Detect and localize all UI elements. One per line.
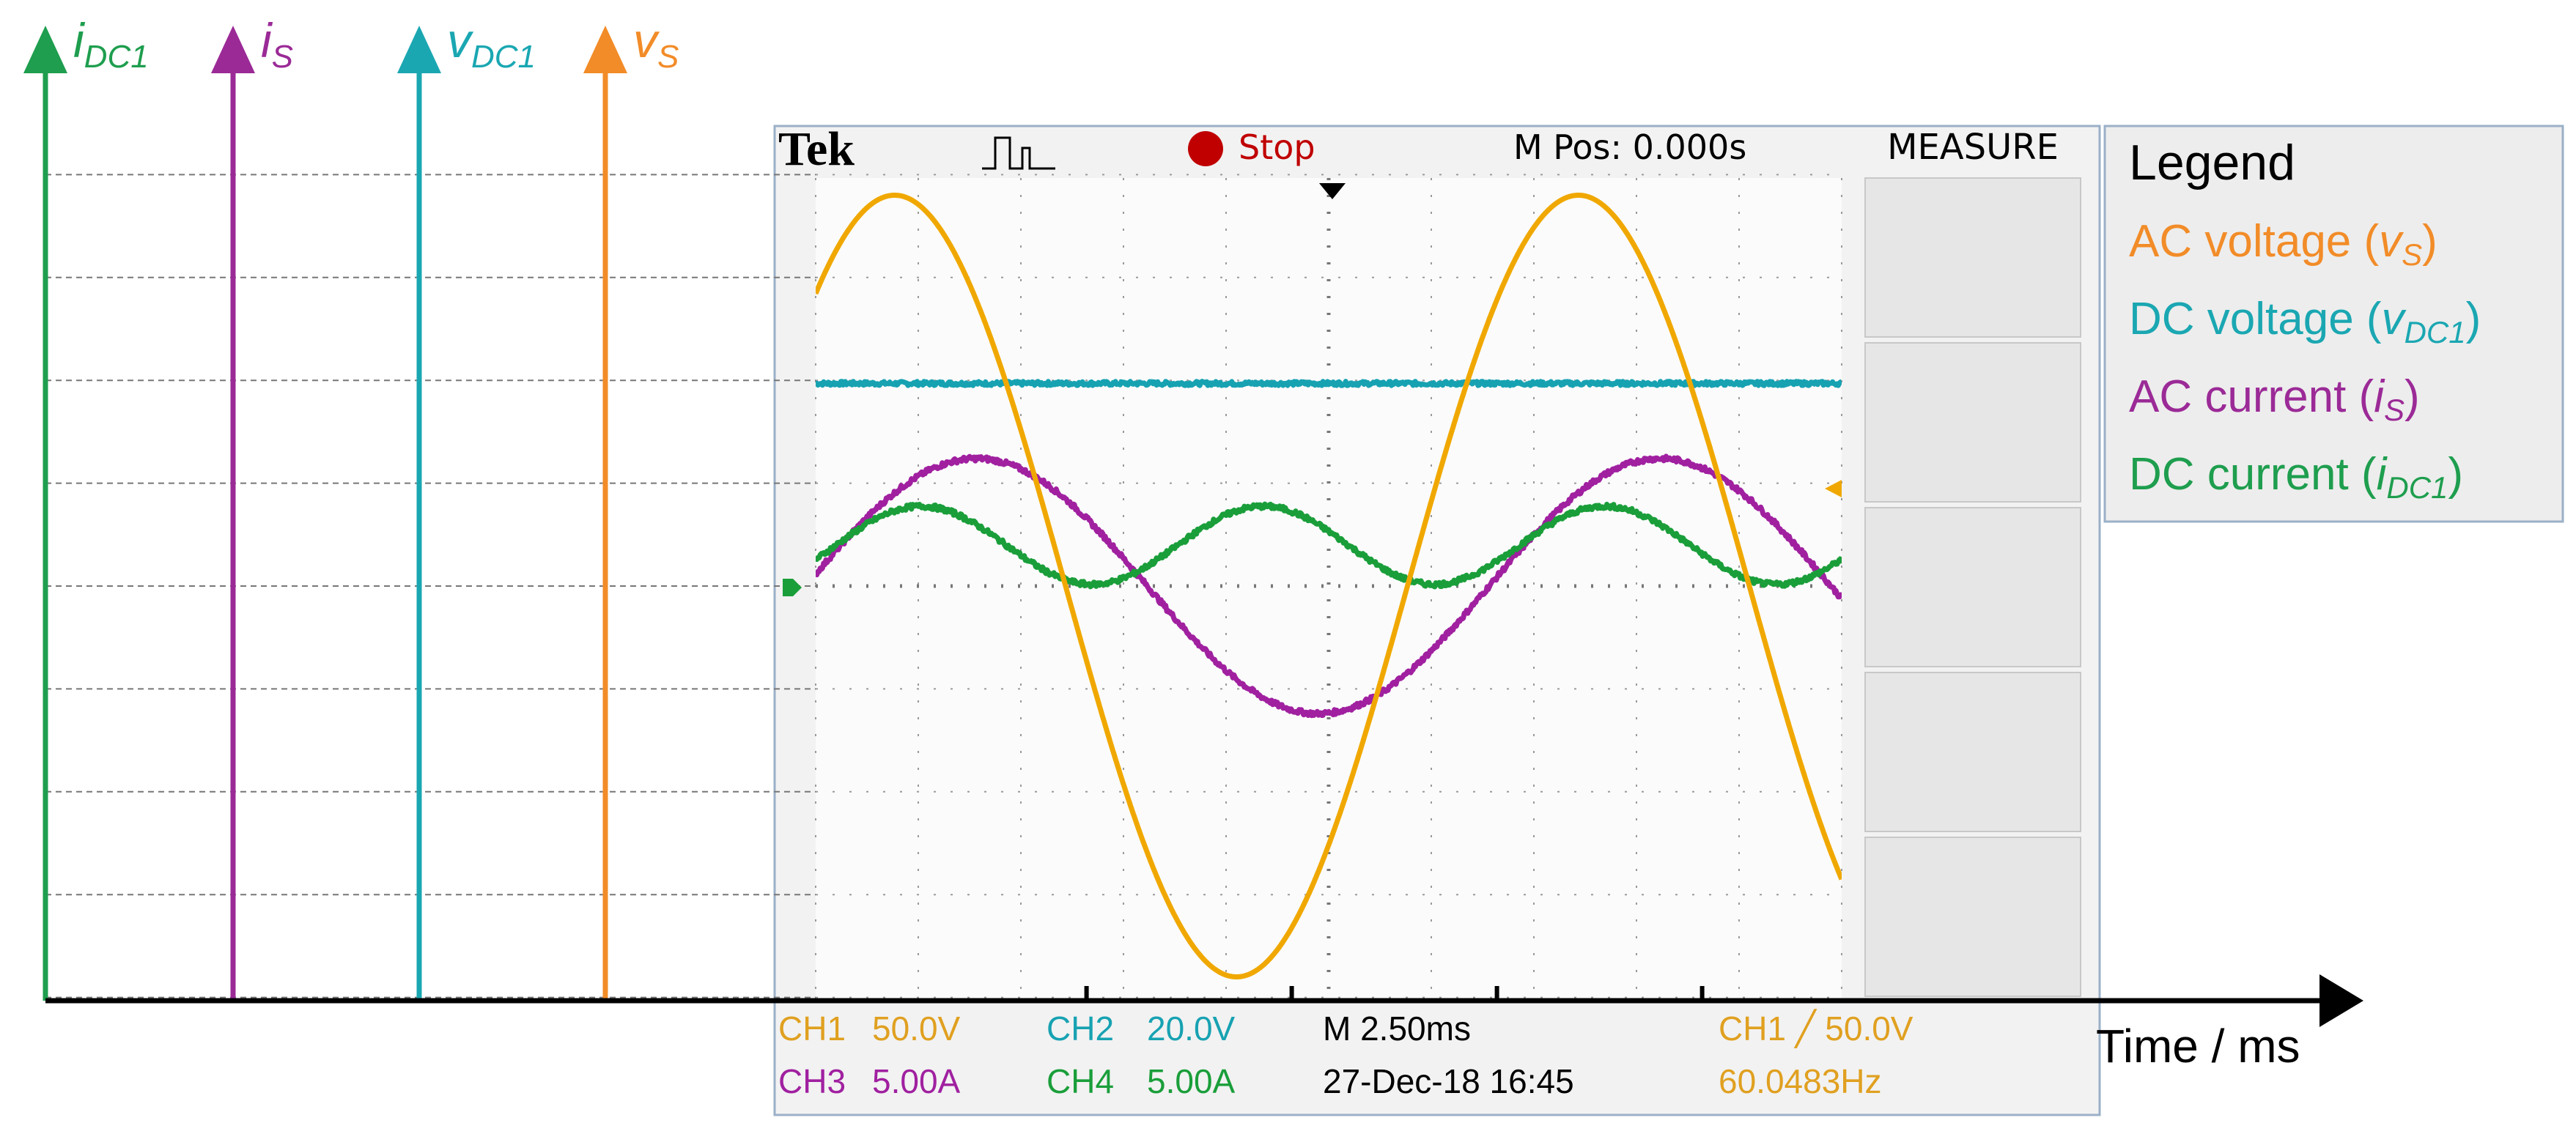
- trace-3: [816, 453, 1842, 719]
- time-axis-arrow: [2319, 974, 2363, 1027]
- ch2-scale: 20.0V: [1147, 1009, 1236, 1048]
- scale-axes: iDC1 iS vDC1 vS: [23, 13, 816, 1001]
- run-state: Stop: [1239, 127, 1315, 167]
- legend-box: [2103, 125, 2564, 523]
- ch1-scale: 50.0V: [872, 1009, 961, 1048]
- idc-axis-arrow: [23, 26, 67, 73]
- trace-1: [816, 193, 1842, 979]
- time-axis-label: Time / ms: [2096, 1020, 2300, 1072]
- tek-brand: Tek: [778, 122, 855, 176]
- idc-axis-label: iDC1: [73, 13, 149, 75]
- date-time: 27-Dec-18 16:45: [1323, 1062, 1574, 1100]
- trigger-setting: CH1 ╱ 50.0V: [1719, 1009, 1913, 1049]
- waveforms: [816, 193, 1842, 979]
- is-axis-label: iS: [261, 13, 293, 75]
- measure-cell: [1864, 507, 2081, 667]
- vdc-axis-arrow: [397, 26, 441, 73]
- channel-markers: [783, 480, 1842, 596]
- time-ticks: [1084, 986, 1705, 1001]
- vdc-axis-label: vDC1: [447, 13, 536, 75]
- ch3-scale: 5.00A: [872, 1062, 961, 1100]
- ch1-label: CH1: [778, 1009, 846, 1048]
- measure-panel: [1864, 177, 2081, 997]
- legend-item: DC current (iDC1): [2129, 449, 2463, 505]
- plot-area: [816, 178, 1842, 1001]
- measure-cell: [1864, 177, 2081, 338]
- ch4-label: CH4: [1047, 1062, 1114, 1100]
- legend-item: AC voltage (vS): [2129, 216, 2437, 272]
- ch3-label: CH3: [778, 1062, 846, 1100]
- measure-cell: [1864, 672, 2081, 832]
- legend-title: Legend: [2129, 135, 2295, 190]
- legend-items: AC voltage (vS) DC voltage (vDC1) AC curre…: [2129, 216, 2481, 505]
- m-position: M Pos: 0.000s: [1513, 127, 1746, 167]
- ch2-label: CH2: [1047, 1009, 1114, 1048]
- timebase: M 2.50ms: [1323, 1009, 1471, 1048]
- trace-4: [816, 501, 1842, 590]
- is-axis-arrow: [211, 26, 255, 73]
- ground-marker: [783, 579, 802, 596]
- vs-axis-label: vS: [633, 13, 679, 75]
- stop-icon: [1188, 131, 1223, 166]
- trace-2: [816, 379, 1842, 388]
- legend-item: AC current (iS): [2129, 371, 2420, 427]
- acquisition-icon: [982, 136, 1055, 170]
- vs-axis-arrow: [583, 26, 627, 73]
- trigger-level-marker: [1825, 480, 1842, 497]
- status-bar: CH1 50.0V CH2 20.0V M 2.50ms CH1 ╱ 50.0V…: [778, 1009, 1913, 1100]
- trigger-frequency: 60.0483Hz: [1719, 1062, 1882, 1100]
- legend-item: DC voltage (vDC1): [2129, 294, 2481, 349]
- measure-cell: [1864, 837, 2081, 997]
- ch4-scale: 5.00A: [1147, 1062, 1236, 1100]
- measure-title: MEASURE: [1887, 127, 2059, 168]
- measure-cell: [1864, 342, 2081, 503]
